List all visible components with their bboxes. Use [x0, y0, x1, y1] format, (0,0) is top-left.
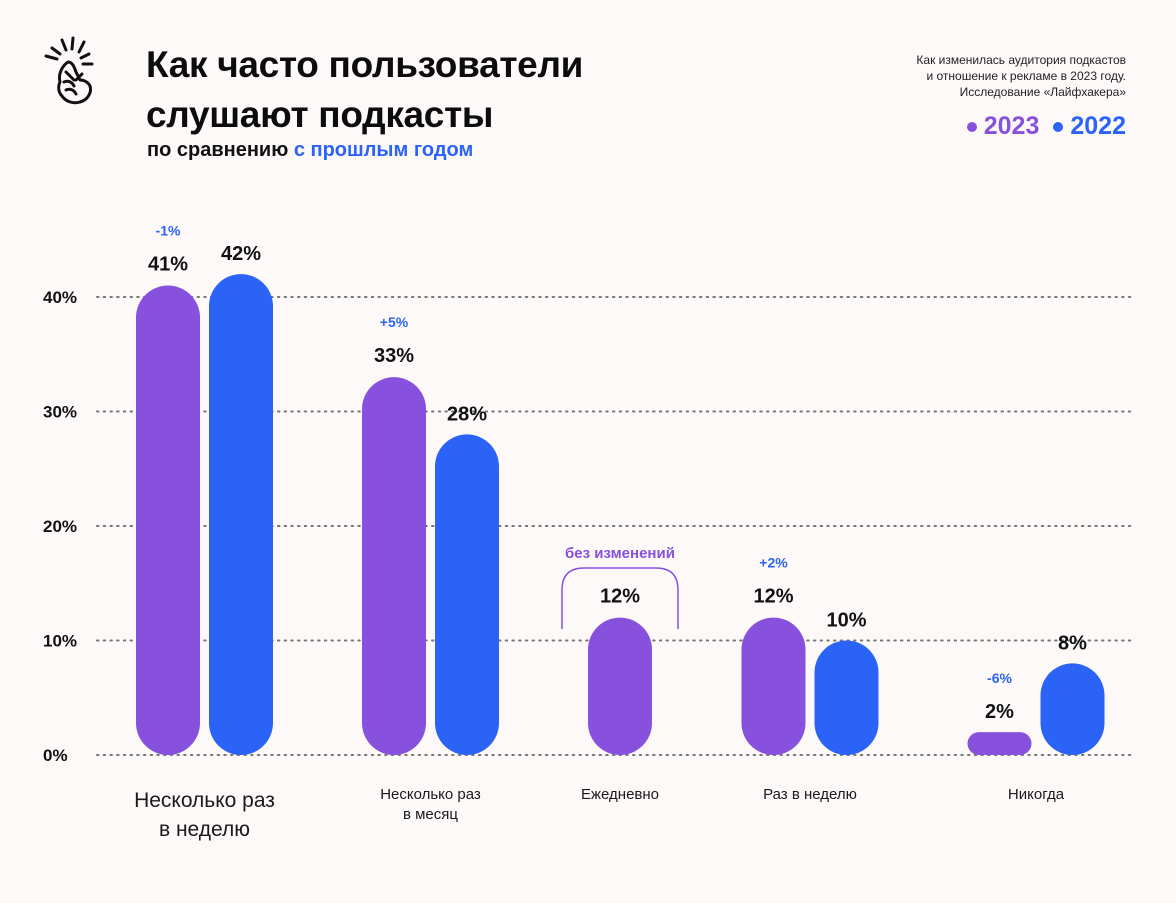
value-label-2023: 12% [753, 586, 793, 608]
value-label-2023: 41% [148, 254, 188, 276]
chart-subtitle: по сравнению с прошлым годом [147, 139, 473, 162]
change-label: +5% [380, 314, 409, 330]
value-label-2022: 10% [826, 610, 866, 632]
x-category-label-line: Раз в неделю [763, 786, 857, 803]
x-category-label-line: Никогда [1007, 786, 1065, 803]
x-category-label: Раз в неделю [763, 785, 857, 805]
snapping-fingers-icon [40, 36, 102, 116]
value-label-2022: 8% [1058, 632, 1087, 654]
x-category-label: Несколько раз в неделю [134, 786, 275, 844]
bar-2023 [741, 617, 806, 755]
legend-dot-2023-icon [966, 121, 977, 132]
value-label-2022: 42% [221, 243, 261, 265]
y-tick-label: 0% [43, 746, 68, 765]
chart-title: Как часто пользователи слушают подкасты [146, 40, 583, 140]
subtitle-plain: по сравнению [147, 139, 294, 161]
source-line-3: Исследование «Лайфхакера» [959, 85, 1126, 99]
legend-item-2022: 2022 [1053, 112, 1126, 141]
subtitle-accent: с прошлым годом [293, 139, 474, 161]
bar-2023 [136, 285, 200, 755]
x-category-label: Никогда [1008, 785, 1064, 805]
bar-2022 [435, 434, 499, 755]
bar-2022 [814, 640, 879, 755]
x-category-label-line: Несколько раз [380, 786, 481, 803]
x-category-label-line: Ежедневно [580, 786, 660, 803]
change-label: без изменений [565, 545, 675, 562]
y-tick-label: 30% [43, 403, 77, 422]
legend-label-2023: 2023 [983, 112, 1040, 140]
bar-2023 [588, 617, 652, 755]
y-tick-label: 20% [43, 517, 77, 536]
bar-2023 [362, 377, 426, 755]
change-label: -6% [987, 670, 1012, 686]
x-category-label-line: в неделю [158, 818, 251, 841]
legend: 2023 2022 [966, 112, 1126, 141]
value-label-2023: 2% [985, 701, 1014, 723]
source-line-2: и отношение к рекламе в 2023 году. [926, 69, 1126, 83]
x-category-label: Ежедневно [581, 785, 659, 805]
bar-2023 [967, 732, 1032, 755]
legend-item-2023: 2023 [966, 112, 1040, 141]
legend-dot-2022-icon [1053, 121, 1064, 132]
y-tick-label: 10% [43, 632, 77, 651]
title-line-2: слушают подкасты [146, 94, 494, 135]
legend-label-2022: 2022 [1070, 112, 1126, 140]
change-label: -1% [156, 223, 181, 239]
bar-2022 [1040, 663, 1105, 755]
bar-2022 [209, 274, 273, 755]
change-label: +2% [759, 555, 788, 571]
value-label-2023: 12% [600, 586, 640, 608]
y-tick-label: 40% [43, 288, 77, 307]
value-label-2022: 28% [447, 403, 487, 425]
x-category-label-line: Несколько раз [134, 789, 275, 812]
source-note: Как изменилась аудитория подкастов и отн… [916, 52, 1126, 100]
value-label-2023: 33% [374, 345, 414, 367]
source-line-1: Как изменилась аудитория подкастов [916, 53, 1126, 67]
unchanged-bracket [561, 567, 679, 629]
x-category-label-line: в месяц [402, 806, 458, 823]
x-category-label: Несколько раз в месяц [380, 785, 481, 825]
title-line-1: Как часто пользователи [146, 44, 584, 85]
